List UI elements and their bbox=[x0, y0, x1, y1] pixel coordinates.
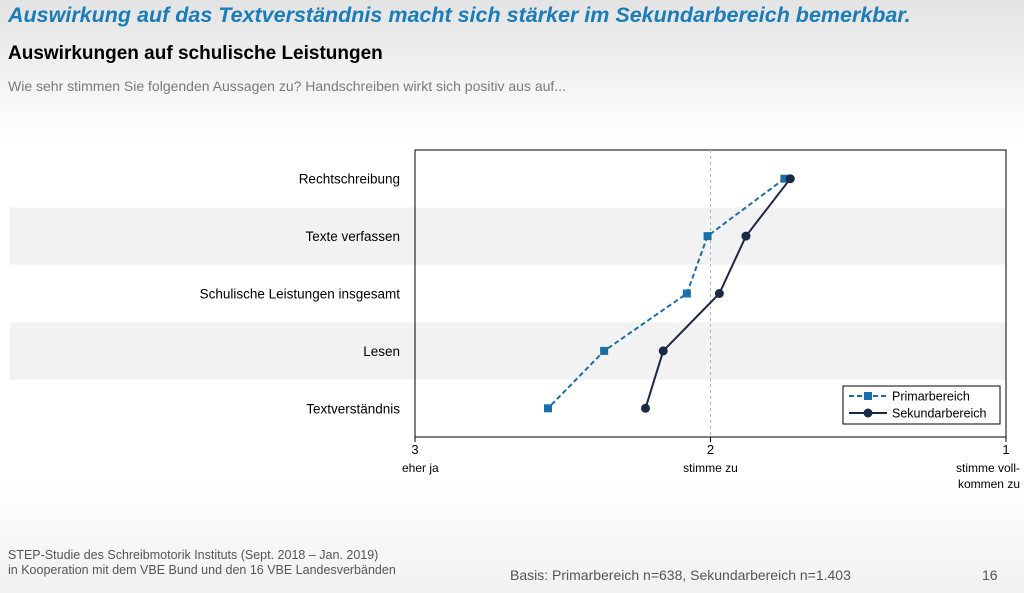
category-label: Textverständnis bbox=[306, 401, 400, 416]
x-axis-scale-label: kommen zu bbox=[958, 477, 1020, 491]
page-number: 16 bbox=[982, 567, 998, 583]
category-label: Lesen bbox=[363, 344, 400, 359]
legend-marker-circle bbox=[863, 408, 873, 418]
row-band bbox=[10, 379, 1006, 437]
data-point-square bbox=[703, 232, 712, 241]
slide-headline: Auswirkung auf das Textverständnis macht… bbox=[8, 3, 911, 27]
data-point-circle bbox=[714, 289, 724, 298]
x-axis-scale-label: stimme voll- bbox=[956, 461, 1020, 475]
x-axis-scale-label: stimme zu bbox=[683, 461, 738, 475]
data-point-circle bbox=[658, 346, 668, 356]
category-label: Schulische Leistungen insgesamt bbox=[200, 287, 401, 302]
data-point-square bbox=[780, 174, 789, 183]
legend-label: Sekundarbereich bbox=[892, 407, 987, 421]
category-label: Rechtschreibung bbox=[299, 172, 400, 187]
data-point-square bbox=[682, 289, 691, 298]
category-label: Texte verfassen bbox=[305, 229, 400, 244]
x-tick-label: 3 bbox=[411, 442, 418, 457]
data-point-circle bbox=[741, 231, 751, 241]
footer-basis: Basis: Primarbereich n=638, Sekundarbere… bbox=[510, 567, 851, 583]
row-band bbox=[10, 207, 1006, 265]
slide-title: Auswirkungen auf schulische Leistungen bbox=[8, 43, 383, 64]
data-point-square bbox=[600, 346, 609, 355]
x-tick-label: 2 bbox=[707, 442, 714, 457]
slide-subtitle: Wie sehr stimmen Sie folgenden Aussagen … bbox=[8, 78, 566, 94]
x-axis-scale-label: eher ja bbox=[402, 461, 439, 475]
data-point-circle bbox=[785, 174, 795, 184]
legend-marker-square bbox=[864, 392, 872, 400]
row-band bbox=[10, 150, 1006, 208]
legend-label: Primarbereich bbox=[892, 390, 970, 404]
row-band bbox=[10, 322, 1006, 380]
row-band bbox=[10, 264, 1006, 323]
footer-source-line-1: STEP-Studie des Schreibmotorik Instituts… bbox=[8, 548, 379, 562]
x-tick-label: 1 bbox=[1002, 442, 1009, 457]
data-point-circle bbox=[640, 403, 650, 413]
footer-source-line-2: in Kooperation mit dem VBE Bund und den … bbox=[8, 563, 396, 577]
data-point-square bbox=[543, 404, 552, 413]
footer-source: STEP-Studie des Schreibmotorik Instituts… bbox=[8, 548, 396, 578]
